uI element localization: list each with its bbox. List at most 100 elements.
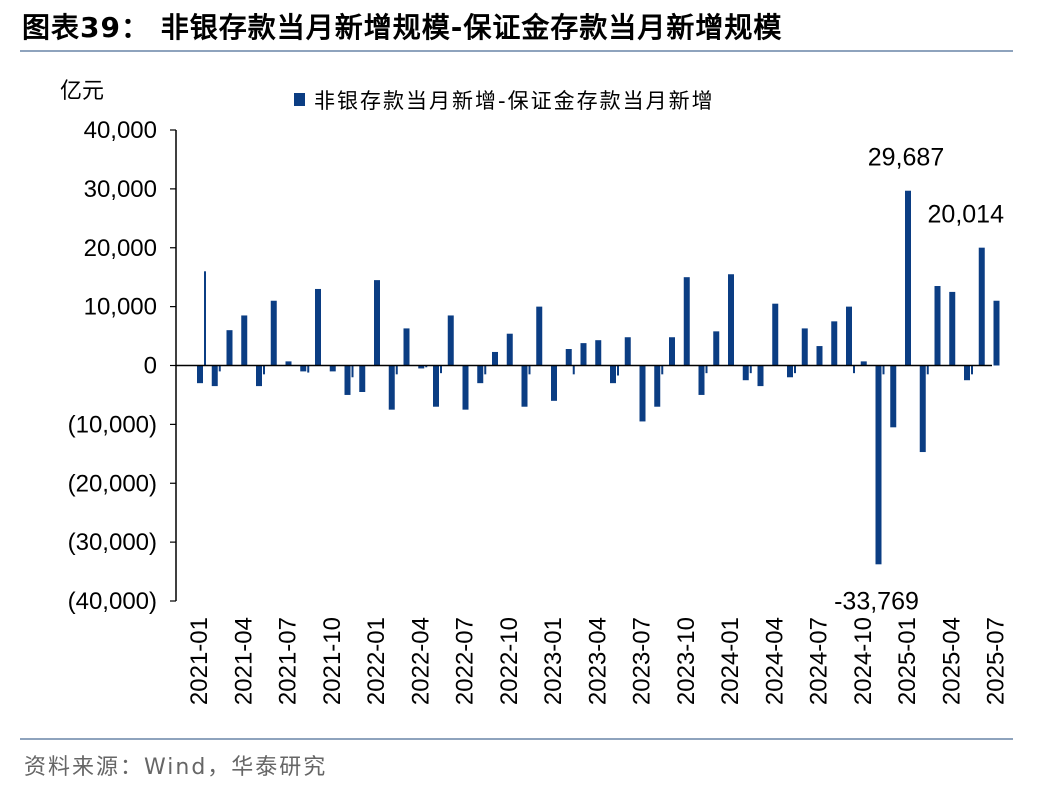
bar-secondary (425, 365, 428, 368)
y-tick-label: 20,000 (84, 235, 157, 262)
bar-series (197, 190, 1000, 565)
x-tick-label: 2024-01 (717, 617, 744, 705)
data-label: 29,687 (868, 144, 944, 172)
bar (964, 365, 970, 381)
bar-secondary (528, 365, 531, 375)
y-axis-unit-label: 亿元 (60, 79, 104, 104)
bar (713, 331, 720, 366)
bar-secondary (926, 365, 929, 375)
x-tick-label: 2021-04 (230, 617, 257, 705)
y-tick-label: 0 (144, 353, 157, 380)
bar (580, 343, 587, 366)
bar (728, 274, 734, 366)
bar (993, 300, 1000, 366)
x-tick-label: 2023-04 (584, 617, 611, 705)
y-tick-label: (20,000) (68, 470, 157, 497)
x-tick-label: 2023-10 (673, 617, 700, 705)
bar (624, 337, 631, 366)
x-tick-label: 2022-04 (407, 617, 434, 705)
bar (211, 365, 218, 387)
bar-secondary (882, 365, 885, 375)
bar (344, 365, 351, 395)
bar (669, 337, 675, 366)
x-tick-label: 2021-10 (319, 617, 346, 705)
x-tick-label: 2024-07 (806, 617, 833, 705)
bar (477, 365, 484, 384)
bar (801, 328, 808, 366)
x-axis-ticks: 2021-01 2021-04 2021-07 2021-10 2022-01 2022-… (186, 617, 1010, 705)
x-tick-label: 2023-07 (629, 617, 656, 705)
bar-secondary (705, 365, 708, 374)
bar (447, 315, 454, 366)
bar (551, 365, 557, 401)
bar (521, 365, 528, 407)
title-divider (20, 50, 1013, 52)
bar (698, 365, 705, 395)
bar (875, 365, 882, 565)
x-tick-label: 2025-04 (938, 617, 965, 705)
data-annotations: 29,687 20,014 -33,769 (834, 144, 1004, 616)
axes (175, 130, 992, 601)
figure-title: 图表39： 非银存款当月新增规模-保证金存款当月新增规模 (22, 11, 783, 44)
bar (846, 306, 852, 366)
y-axis-ticks: 40,000 30,000 20,000 10,000 0 (10,000) (20,000… (68, 117, 176, 615)
bar (949, 291, 956, 366)
y-tick-label: (40,000) (68, 588, 157, 615)
bar-secondary (484, 365, 487, 375)
bar (226, 330, 233, 366)
x-tick-label: 2021-07 (275, 617, 302, 705)
bar (197, 365, 203, 384)
data-label: 20,014 (928, 201, 1005, 229)
bar (536, 306, 543, 366)
bar-secondary (440, 365, 442, 374)
bar-secondary (617, 365, 619, 376)
bar (300, 365, 307, 372)
bar (595, 340, 602, 366)
legend-label: 非银存款当月新增-保证金存款当月新增 (314, 89, 715, 113)
bar (860, 361, 867, 366)
bar-secondary (572, 365, 575, 375)
bar (787, 365, 793, 378)
bar (816, 346, 823, 366)
x-tick-label: 2022-01 (363, 617, 390, 705)
bar (506, 333, 513, 366)
y-tick-label: 40,000 (84, 117, 157, 144)
bar-secondary (971, 365, 973, 375)
bar (359, 365, 366, 392)
bar (418, 365, 425, 369)
bar (403, 328, 410, 366)
footer-divider (20, 738, 1013, 740)
bar (256, 365, 262, 387)
bar (934, 286, 941, 366)
x-tick-label: 2024-04 (761, 617, 788, 705)
bar (742, 365, 749, 381)
legend: 非银存款当月新增-保证金存款当月新增 (294, 89, 715, 113)
bar (492, 351, 498, 366)
bar (639, 365, 646, 422)
x-tick-label: 2022-07 (452, 617, 479, 705)
bar (315, 288, 321, 366)
bar (433, 365, 439, 407)
bar-secondary (307, 365, 310, 373)
bar-secondary (853, 365, 855, 374)
y-tick-label: 30,000 (84, 176, 157, 203)
y-tick-label: (10,000) (68, 411, 157, 438)
x-tick-label: 2022-10 (496, 617, 523, 705)
bar (610, 365, 616, 384)
legend-swatch (294, 93, 305, 106)
bar (329, 365, 336, 372)
bar (831, 321, 838, 366)
bar (654, 365, 661, 407)
x-tick-label: 2021-01 (186, 617, 213, 705)
bar-secondary (749, 365, 752, 374)
bar-secondary (395, 365, 398, 375)
x-tick-label: 2024-10 (850, 617, 877, 705)
bar-secondary (794, 365, 796, 374)
bar (919, 365, 926, 453)
bar-secondary (204, 271, 206, 366)
y-tick-label: (30,000) (68, 529, 157, 556)
data-label: -33,769 (834, 587, 919, 615)
bar (683, 277, 690, 366)
bar (905, 190, 911, 366)
bar (757, 365, 764, 387)
